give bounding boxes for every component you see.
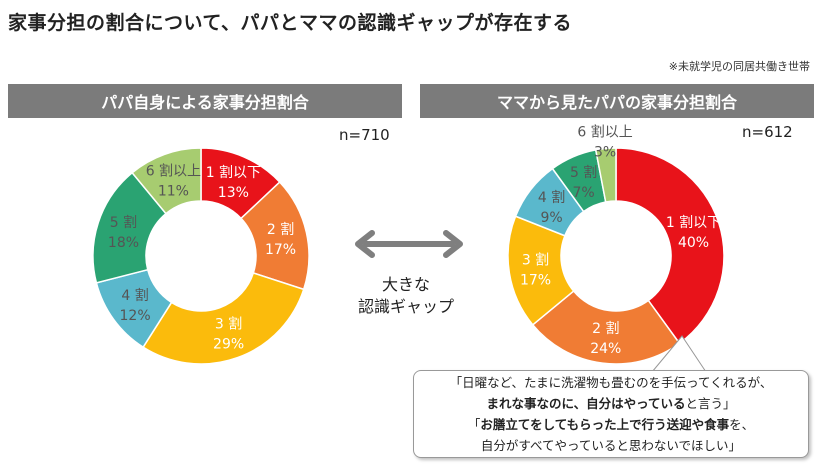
left-slice-3-label: 3 割	[215, 316, 242, 333]
right-sample-size: n=612	[742, 123, 793, 141]
left-slice-3-value: 29%	[213, 337, 244, 353]
page-title: 家事分担の割合について、パパとママの認識ギャップが存在する	[8, 12, 572, 34]
quote-line4: 自分がすべてやっていると思わないでほしい」	[480, 438, 742, 453]
quote-line3-bold: お膳立てをしてもらった上で行う送迎や食事	[480, 417, 730, 432]
right-donut-slice-1	[615, 147, 725, 345]
left-donut-slice-6	[131, 147, 202, 215]
right-slice-1-label: 1 割以下	[666, 214, 721, 231]
gap-label: 大きな 認識ギャップ	[346, 274, 466, 318]
gap-label-line2: 認識ギャップ	[357, 297, 454, 316]
right-slice-2-value: 24%	[590, 341, 621, 357]
quote-line1: 「日曜など、たまに洗濯物も畳むのを手伝ってくれるが、	[449, 375, 773, 390]
right-slice-5-value: 7%	[573, 185, 595, 201]
footnote: ※未就学児の同居共働き世帯	[668, 60, 810, 73]
right-slice-5-label: 5 割	[570, 164, 597, 181]
quote-line3-head: 「	[467, 417, 481, 432]
left-slice-4-label: 4 割	[121, 287, 148, 304]
right-slice-4-label: 4 割	[538, 189, 565, 206]
right-slice-1-value: 40%	[678, 235, 709, 251]
quote-callout: 「日曜など、たまに洗濯物も畳むのを手伝ってくれるが、 まれな事なのに、自分はやっ…	[413, 370, 809, 458]
left-slice-2-value: 17%	[265, 242, 296, 258]
left-slice-2-label: 2 割	[267, 221, 294, 238]
right-donut-slice-2	[531, 290, 681, 365]
quote-line2: まれな事なのに、自分はやっていると言う」	[414, 393, 808, 414]
gap-label-line1: 大きな	[381, 275, 430, 294]
left-slice-5-label: 5 割	[110, 214, 137, 231]
left-slice-1-value: 13%	[218, 185, 249, 201]
quote-line3: 「お膳立てをしてもらった上で行う送迎や食事を、	[414, 414, 808, 435]
right-slice-2-label: 2 割	[592, 320, 619, 337]
quote-line2-bold: まれな事なのに、自分はやっている	[486, 396, 686, 411]
right-chart-header: ママから見たパパの家事分担割合	[420, 84, 814, 118]
left-slice-6-label: 6 割以上	[146, 162, 201, 179]
right-slice-3-value: 17%	[520, 273, 551, 289]
left-chart-header: パパ自身による家事分担割合	[8, 84, 402, 118]
left-donut-chart: 1 割以下 13% 2 割 17% 3 割 29% 4 割 12% 5 割 18% 6 割以上 11%	[92, 147, 310, 365]
left-slice-6-value: 11%	[158, 183, 189, 199]
quote-line2-tail: と言う」	[685, 396, 736, 411]
left-sample-size: n=710	[339, 126, 390, 144]
right-slice-6-value: 3%	[594, 145, 616, 161]
right-donut-slice-6	[594, 147, 617, 203]
left-slice-1-label: 1 割以下	[206, 164, 261, 181]
right-donut-chart: 1 割以下 40% 2 割 24% 3 割 17% 4 割 9% 5 割 7% 6 割以上 3%	[507, 124, 725, 365]
left-slice-4-value: 12%	[120, 308, 151, 324]
right-slice-3-label: 3 割	[522, 252, 549, 269]
quote-line3-tail: を、	[729, 417, 755, 432]
left-donut-slice-3	[142, 272, 305, 365]
right-slice-4-value: 9%	[540, 210, 562, 226]
right-slice-6-label: 6 割以上	[577, 124, 632, 141]
left-slice-5-value: 18%	[108, 235, 139, 251]
double-arrow-icon	[355, 230, 463, 258]
